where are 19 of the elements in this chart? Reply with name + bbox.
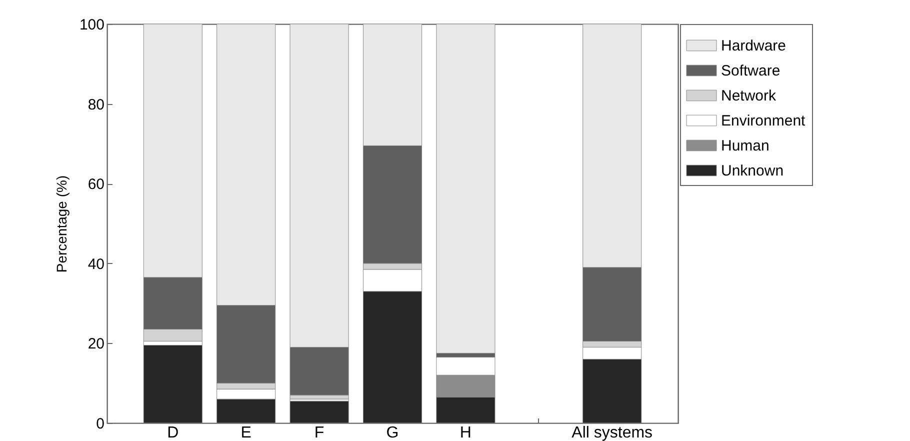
- y-tick-label: 40: [88, 256, 104, 273]
- legend-label: Hardware: [721, 38, 786, 54]
- y-axis-title: Percentage (%): [53, 175, 70, 273]
- x-tick-label: D: [167, 424, 179, 441]
- x-tick-label: E: [240, 424, 252, 441]
- y-tick-label: 60: [88, 176, 104, 194]
- x-tick-label: H: [460, 424, 472, 441]
- legend-label: Environment: [721, 112, 806, 130]
- legend-label: Network: [721, 88, 777, 104]
- y-tick-label: 80: [88, 96, 104, 114]
- y-tick-label: 100: [79, 16, 104, 34]
- y-tick-label: 0: [96, 416, 104, 432]
- legend-label: Human: [721, 138, 770, 154]
- x-tick-label: All systems: [572, 424, 653, 441]
- x-tick-label: G: [386, 424, 399, 441]
- legend-label: Software: [721, 62, 780, 80]
- x-tick-label: F: [314, 424, 324, 441]
- legend-label: Unknown: [721, 162, 784, 180]
- y-tick-label: 20: [88, 336, 104, 353]
